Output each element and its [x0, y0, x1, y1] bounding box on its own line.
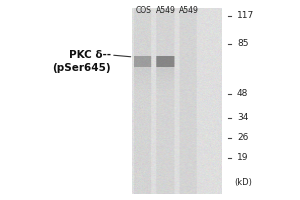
- Text: COS: COS: [136, 6, 151, 15]
- Text: (pSer645): (pSer645): [52, 63, 111, 73]
- Text: (kD): (kD): [234, 178, 252, 186]
- Text: 85: 85: [237, 40, 248, 48]
- Text: 117: 117: [237, 11, 254, 21]
- Text: 34: 34: [237, 114, 248, 122]
- Text: 48: 48: [237, 90, 248, 98]
- Text: 19: 19: [237, 154, 248, 162]
- Text: PKC δ--: PKC δ--: [69, 50, 111, 60]
- Text: A549: A549: [156, 6, 176, 15]
- Text: 26: 26: [237, 134, 248, 142]
- Text: A549: A549: [178, 6, 198, 15]
